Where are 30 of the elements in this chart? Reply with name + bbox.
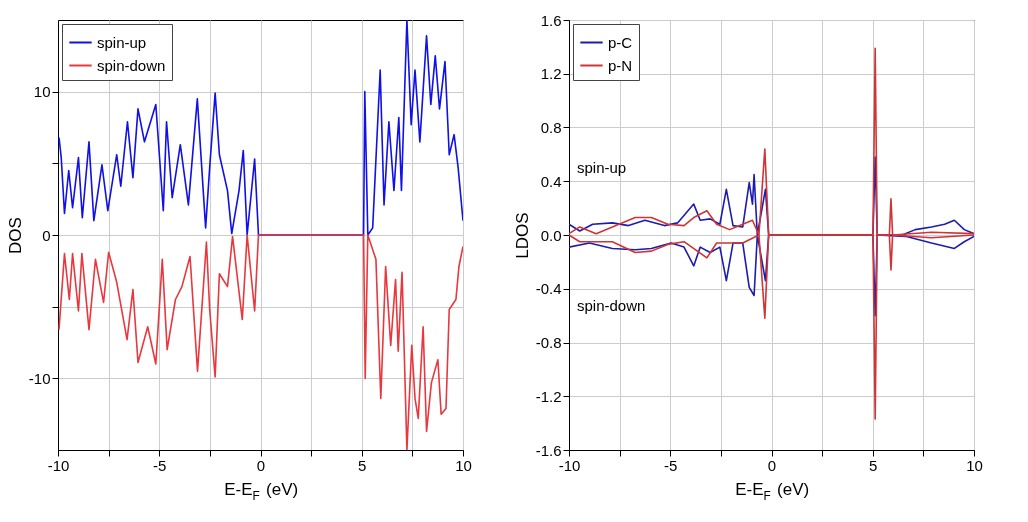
y-tick-label: 10	[33, 83, 51, 101]
y-axis-title: LDOS	[512, 212, 532, 259]
y-tick-label: 0.4	[540, 172, 562, 190]
y-tick-label: 0.0	[540, 226, 562, 244]
x-tick-label: 5	[358, 456, 367, 474]
x-tick-label: 10	[455, 456, 472, 474]
x-tick-label: -5	[153, 456, 167, 474]
annotation: spin-up	[577, 159, 627, 177]
annotation: spin-down	[577, 296, 646, 314]
legend-label: spin-down	[97, 56, 166, 74]
legend-label: p-N	[608, 56, 633, 74]
x-tick-label: -5	[664, 456, 678, 474]
y-tick-label: 0.8	[540, 119, 562, 136]
y-tick-label: 1.6	[540, 11, 562, 29]
legend-label: p-C	[608, 33, 633, 51]
y-tick-label: 0	[42, 226, 51, 244]
x-tick-label: 0	[767, 456, 777, 474]
x-tick-label: -10	[47, 456, 70, 474]
y-tick-label: 1.2	[540, 65, 562, 83]
y-tick-label: -10	[28, 369, 51, 387]
legend-label: spin-up	[97, 33, 147, 51]
y-tick-label: -0.8	[535, 334, 562, 351]
x-tick-label: 5	[869, 456, 878, 474]
y-tick-label: -1.6	[535, 441, 562, 459]
x-tick-label: 0	[256, 456, 266, 474]
x-tick-label: 10	[966, 456, 983, 474]
y-tick-label: -1.2	[535, 387, 562, 405]
x-tick-label: -10	[558, 456, 581, 474]
y-tick-label: -0.4	[535, 280, 562, 298]
y-axis-title: DOS	[5, 217, 25, 254]
